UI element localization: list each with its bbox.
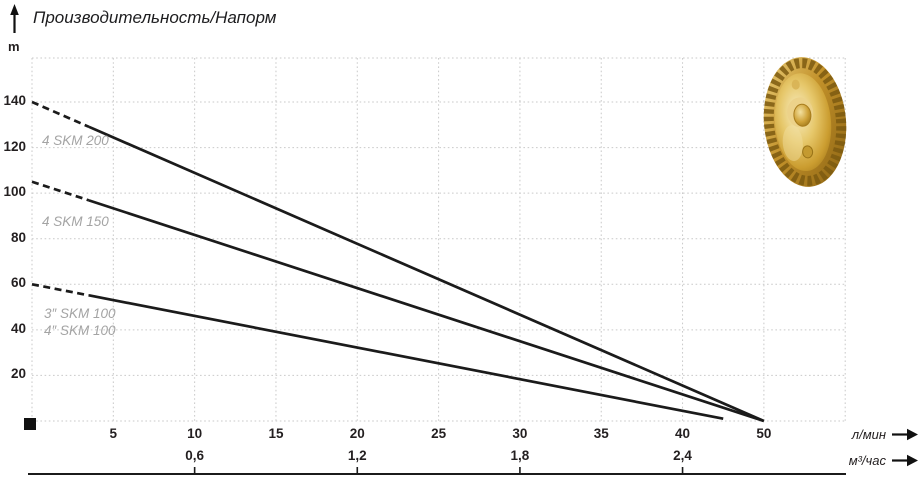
- x-primary-tick-label: 40: [675, 426, 691, 441]
- x-axis-secondary-unit-label: м³/час: [848, 453, 886, 468]
- x-secondary-tick-label: 0,6: [185, 448, 205, 463]
- series-curve: [88, 125, 765, 423]
- y-tick-label: 80: [10, 229, 26, 245]
- x-axis-secondary-arrow-icon: [892, 454, 918, 467]
- x-axis-primary-arrow-icon: [892, 428, 918, 441]
- y-tick-label: 40: [10, 320, 26, 336]
- series-curve-dashed: [31, 180, 90, 202]
- x-secondary-tick-label: 2,4: [673, 448, 692, 463]
- y-tick-label: 20: [10, 366, 26, 382]
- y-tick-label: 100: [3, 184, 26, 200]
- impeller-image: [763, 57, 847, 187]
- chart-title: Производительность/Напорм: [33, 8, 277, 27]
- x-primary-tick-label: 30: [512, 426, 528, 441]
- series-label-3in-skm100: 3″ SKM 100: [44, 306, 116, 321]
- x-primary-tick-label: 15: [268, 426, 284, 441]
- x-primary-tick-label: 35: [593, 426, 609, 441]
- series-curve: [88, 294, 724, 421]
- series-label-4skm150: 4 SKM 150: [42, 214, 109, 229]
- x-primary-tick-label: 50: [756, 426, 772, 441]
- origin-square-marker: [24, 418, 36, 430]
- x-primary-tick-label: 25: [431, 426, 447, 441]
- x-secondary-tick-label: 1,2: [347, 448, 367, 463]
- series-curve: [88, 199, 765, 423]
- series-label-4skm200: 4 SKM 200: [42, 133, 109, 148]
- y-tick-label: 60: [10, 275, 26, 291]
- y-tick-label: 120: [3, 138, 26, 154]
- x-axis-primary-unit-label: л/мин: [851, 427, 886, 442]
- x-secondary-tick-label: 1,8: [510, 448, 530, 463]
- x-primary-tick-label: 10: [187, 426, 203, 441]
- y-axis-up-arrow-icon: [10, 4, 19, 33]
- series-curve-dashed: [31, 282, 90, 297]
- series-curve-dashed: [31, 100, 90, 129]
- x-primary-tick-label: 20: [349, 426, 365, 441]
- y-tick-label: 140: [3, 93, 26, 108]
- series-label-4in-skm100: 4″ SKM 100: [44, 323, 116, 338]
- x-primary-tick-label: 5: [109, 426, 118, 441]
- y-axis-unit-label: m: [8, 39, 20, 54]
